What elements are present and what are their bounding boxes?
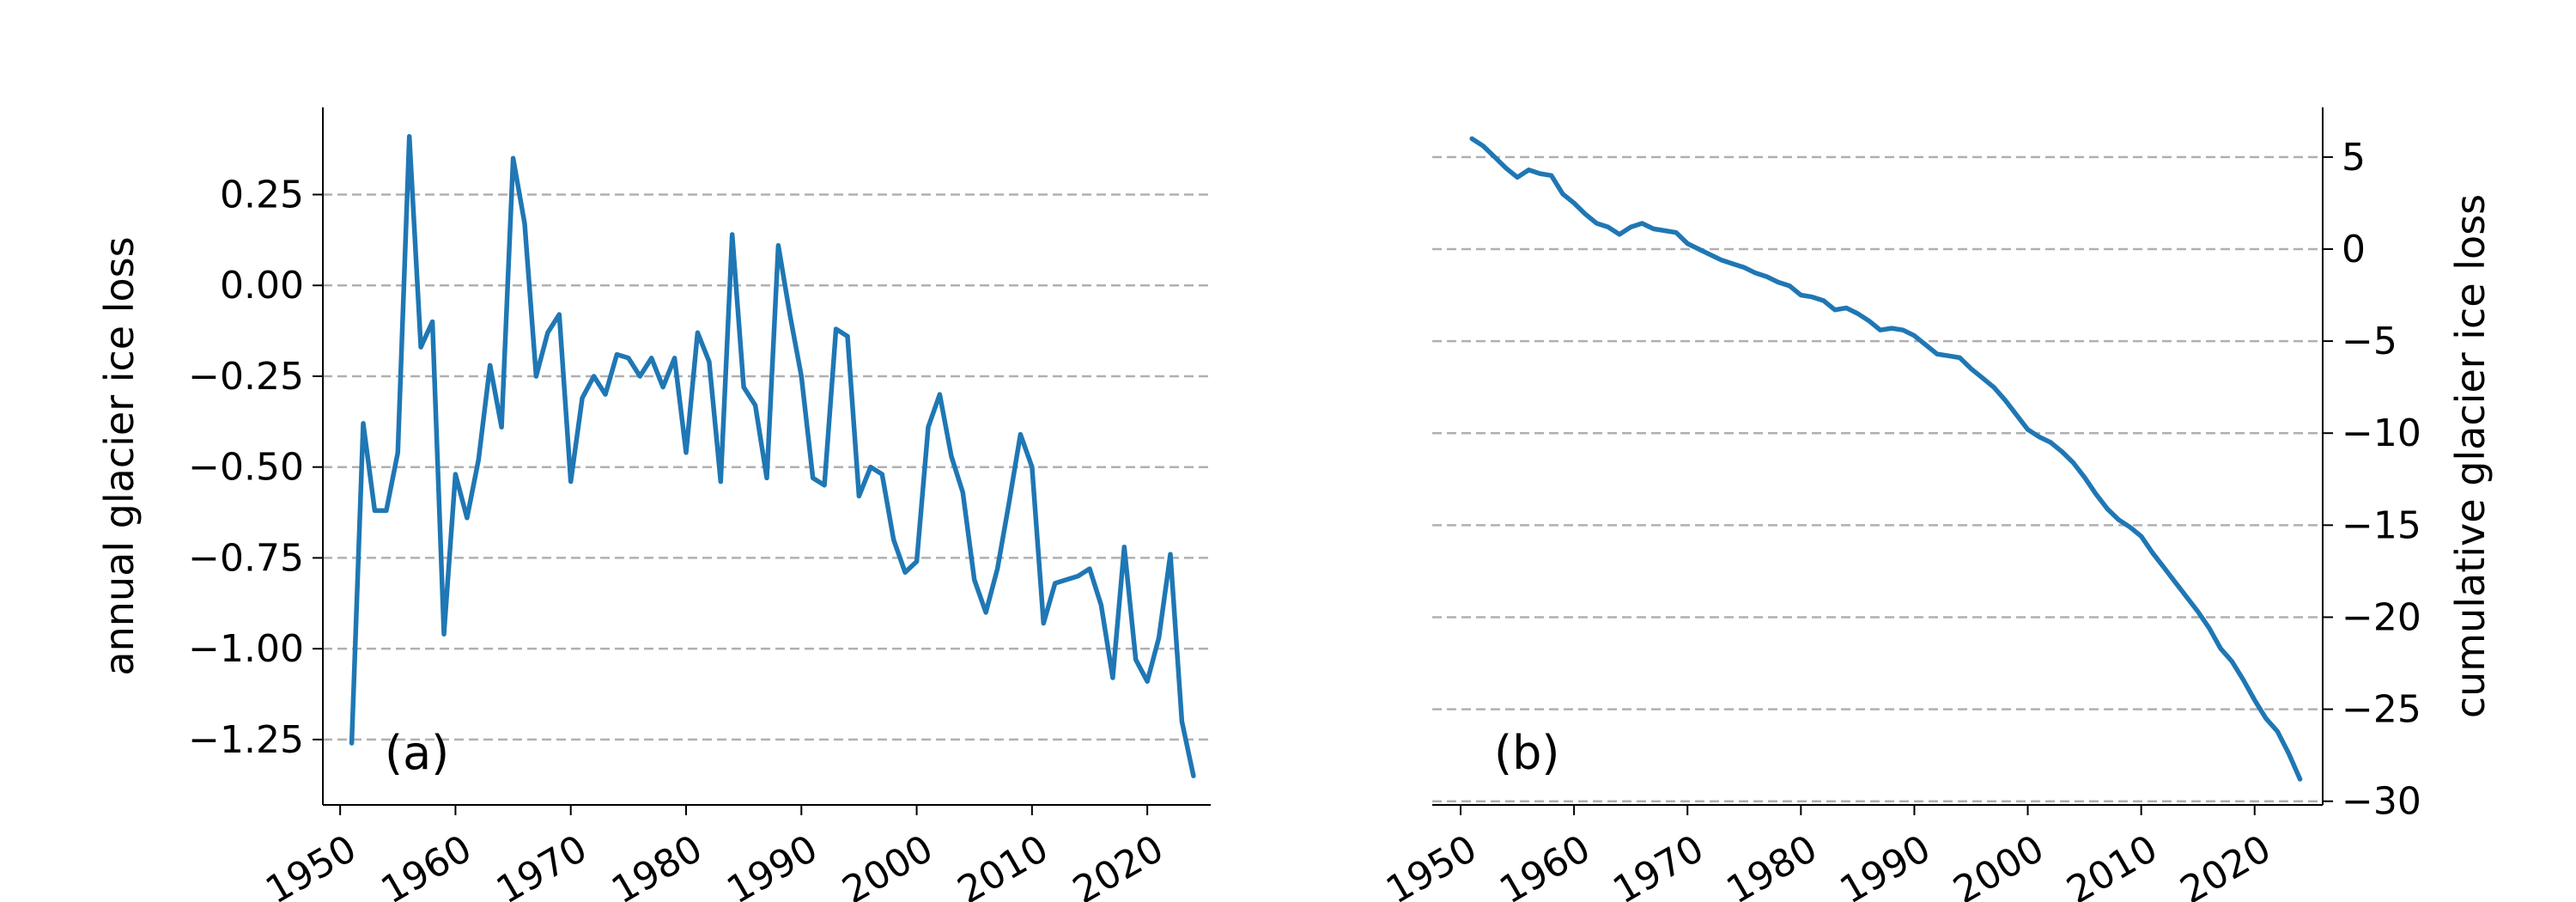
- y-tick-label: −30: [2342, 780, 2421, 824]
- x-tick-label: 2000: [1947, 826, 2051, 902]
- y-tick-label: −0.50: [188, 446, 304, 490]
- x-tick-label: 1950: [1379, 826, 1484, 902]
- y-tick-label: −1.25: [188, 718, 304, 762]
- y-tick-label: −0.75: [188, 536, 304, 580]
- x-tick-label: 2000: [835, 826, 940, 902]
- x-tick-label: 1990: [1832, 826, 1937, 902]
- y-tick-label: 0: [2342, 228, 2366, 271]
- x-tick-label: 1990: [720, 826, 824, 902]
- panel-a-annual-ice-loss-chart: 0.25 0.00 −0.25 −0.50 −0.75 −1.00 −1.25 1950 196…: [96, 107, 1211, 902]
- y-tick-label: −20: [2342, 595, 2421, 639]
- y-tick-label: −25: [2342, 688, 2421, 732]
- y-tick-label: −10: [2342, 411, 2421, 455]
- panel-label: (b): [1494, 726, 1559, 780]
- y-tick-label: −5: [2342, 320, 2397, 363]
- x-tick-label: 1980: [605, 826, 709, 902]
- y-tick-label: 5: [2342, 136, 2366, 180]
- x-tick-label: 1970: [1606, 826, 1710, 902]
- y-tick-label: 0.25: [220, 174, 304, 217]
- x-tick-label: 1970: [489, 826, 594, 902]
- panel-label: (a): [385, 726, 449, 780]
- y-axis-label: annual glacier ice loss: [96, 236, 143, 675]
- x-tick-label: 1960: [374, 826, 478, 902]
- x-tick-label: 2010: [2060, 826, 2165, 902]
- y-tick-label: 0.00: [220, 264, 304, 308]
- y-tick-label: −0.25: [188, 355, 304, 399]
- y-tick-label: −1.00: [188, 627, 304, 671]
- x-tick-label: 1960: [1492, 826, 1597, 902]
- series-line: [1469, 136, 2303, 782]
- x-tick-label: 2010: [951, 826, 1055, 902]
- x-tick-label: 2020: [2173, 826, 2278, 902]
- x-tick-label: 2020: [1066, 826, 1170, 902]
- y-axis-label: cumulative glacier ice loss: [2447, 194, 2494, 718]
- series-line: [349, 134, 1196, 778]
- x-tick-label: 1950: [258, 826, 363, 902]
- y-tick-label: −15: [2342, 503, 2421, 547]
- x-tick-label: 1980: [1719, 826, 1824, 902]
